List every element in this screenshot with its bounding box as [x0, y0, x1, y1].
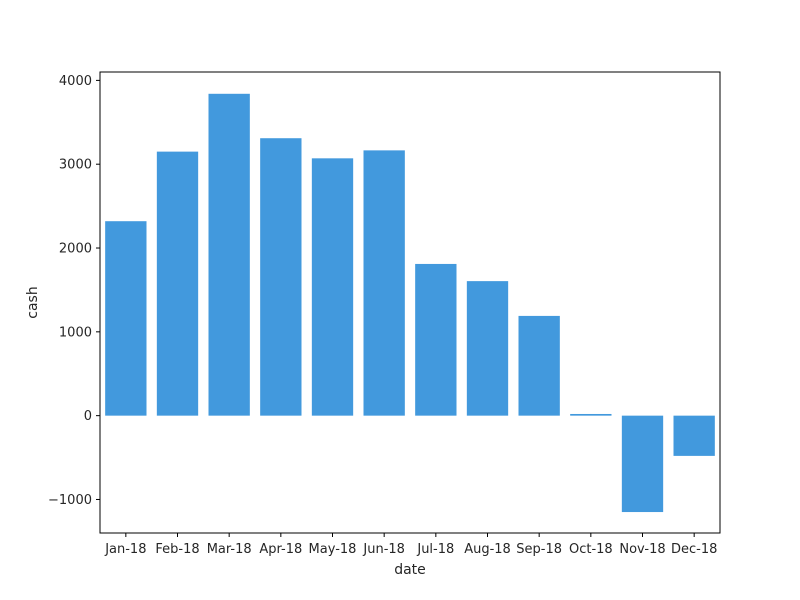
bar-feb-18 [156, 151, 199, 416]
x-tick-label: Sep-18 [516, 542, 562, 557]
x-tick-label: Mar-18 [207, 542, 252, 557]
y-tick-label: 3000 [59, 158, 92, 173]
bar-dec-18 [673, 415, 715, 456]
x-tick-label: Dec-18 [671, 542, 717, 557]
y-axis-ticks: −1000 0 1000 2000 3000 4000 [48, 74, 100, 508]
bar-may-18 [311, 158, 354, 416]
x-tick-label: Jun-18 [362, 542, 405, 557]
y-tick-label: 4000 [59, 74, 92, 89]
bar-sep-18 [518, 315, 560, 416]
x-tick-label: Jan-18 [104, 542, 146, 557]
bar-jan-18 [105, 221, 147, 416]
bar-mar-18 [208, 93, 250, 416]
bar-oct-18 [570, 413, 612, 416]
x-tick-label: May-18 [309, 542, 357, 557]
y-tick-label: 1000 [59, 325, 92, 340]
x-tick-label: Jul-18 [416, 542, 454, 557]
bar-apr-18 [260, 138, 302, 416]
x-tick-label: Nov-18 [619, 542, 665, 557]
plot-frame [99, 71, 721, 534]
bar-aug-18 [466, 281, 509, 416]
y-axis-label: cash [25, 286, 41, 318]
y-tick-label: −1000 [48, 493, 92, 508]
y-tick-label: 0 [84, 409, 92, 424]
bar-nov-18 [621, 415, 664, 513]
x-tick-label: Oct-18 [569, 542, 613, 557]
x-axis-ticks: Jan-18 Feb-18 Mar-18 Apr-18 May-18 Jun-18 Jul-… [104, 533, 717, 557]
x-tick-label: Aug-18 [464, 542, 511, 557]
y-tick-label: 2000 [59, 242, 92, 257]
x-tick-label: Apr-18 [259, 542, 302, 557]
bar-jun-18 [363, 150, 405, 416]
x-axis-label: date [394, 562, 426, 578]
bars-group [105, 93, 715, 513]
x-tick-label: Feb-18 [155, 542, 199, 557]
bar-jul-18 [415, 263, 457, 416]
